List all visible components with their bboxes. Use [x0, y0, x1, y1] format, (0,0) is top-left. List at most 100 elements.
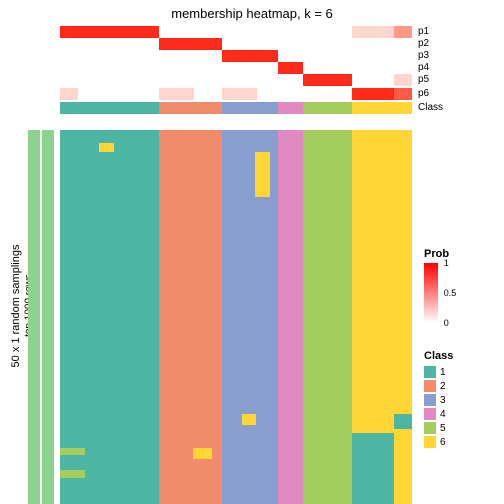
- heat-row: [60, 38, 412, 50]
- heat-cell: [159, 62, 222, 74]
- heat-cell: [60, 88, 78, 100]
- body-block: [60, 448, 85, 455]
- sampling-strip-2: [42, 130, 54, 504]
- row-label: p4: [418, 62, 443, 74]
- prob-legend: Prob 10.50: [424, 248, 494, 323]
- heat-cell: [352, 38, 412, 50]
- heat-cell: [222, 50, 278, 62]
- class-cell: [352, 102, 412, 114]
- heat-cell: [222, 26, 278, 38]
- heat-row: [60, 74, 412, 86]
- heat-cell: [159, 50, 222, 62]
- class-row: [60, 102, 412, 114]
- heat-cell: [352, 74, 394, 86]
- heat-cell: [159, 88, 194, 100]
- heat-cell: [60, 74, 159, 86]
- heat-row: [60, 26, 412, 38]
- class-legend-item: 1: [424, 365, 494, 379]
- class-swatch: [424, 422, 436, 434]
- class-legend-label: 2: [440, 381, 446, 392]
- heat-cell: [222, 74, 278, 86]
- heat-cell: [303, 50, 352, 62]
- heat-row: [60, 88, 412, 100]
- prob-ticks: 10.50: [444, 263, 474, 323]
- row-label: p6: [418, 88, 443, 100]
- heat-cell: [303, 62, 352, 74]
- y-axis-label-outer: 50 x 1 random samplings: [10, 236, 22, 376]
- class-swatch: [424, 366, 436, 378]
- sampling-strip-1: [28, 130, 40, 504]
- row-label: p1: [418, 26, 443, 38]
- probability-heatmap: [60, 26, 412, 114]
- class-legend-item: 2: [424, 379, 494, 393]
- heat-cell: [303, 88, 352, 100]
- heat-cell: [222, 88, 257, 100]
- heat-cell: [278, 26, 303, 38]
- heat-cell: [159, 74, 222, 86]
- heat-cell: [352, 26, 394, 38]
- row-labels: p1p2p3p4p5 p6 Class: [418, 26, 443, 114]
- heat-row: [60, 62, 412, 74]
- body-column: [303, 130, 352, 504]
- class-legend-item: 6: [424, 435, 494, 449]
- prob-colorbar: [424, 263, 438, 323]
- heat-cell: [78, 88, 159, 100]
- row-label: p5: [418, 74, 443, 86]
- body-block: [193, 448, 212, 459]
- heat-cell: [60, 26, 159, 38]
- body-column: [159, 130, 222, 504]
- heat-cell: [352, 50, 412, 62]
- membership-body: [60, 130, 412, 504]
- body-column: [60, 130, 159, 504]
- heat-cell: [222, 62, 278, 74]
- heat-cell: [278, 50, 303, 62]
- class-swatch: [424, 408, 436, 420]
- heat-cell: [394, 26, 412, 38]
- body-column: [352, 130, 394, 504]
- class-cell: [303, 102, 352, 114]
- class-legend-label: 4: [440, 409, 446, 420]
- body-column: [278, 130, 303, 504]
- class-cell: [222, 102, 278, 114]
- class-legend: Class 1 2 3 4 5 6: [424, 350, 494, 449]
- heat-row: [60, 50, 412, 62]
- heat-cell: [60, 62, 159, 74]
- class-legend-item: 4: [424, 407, 494, 421]
- class-legend-label: 3: [440, 395, 446, 406]
- body-block: [394, 414, 412, 429]
- body-block: [60, 470, 85, 477]
- class-cell: [60, 102, 159, 114]
- class-legend-item: 5: [424, 421, 494, 435]
- class-cell: [278, 102, 303, 114]
- class-cell: [159, 102, 222, 114]
- prob-legend-title: Prob: [424, 248, 494, 260]
- row-label: p2: [418, 38, 443, 50]
- heat-cell: [278, 62, 303, 74]
- heat-cell: [159, 38, 222, 50]
- body-column: [222, 130, 278, 504]
- heat-cell: [303, 26, 352, 38]
- row-label: p3: [418, 50, 443, 62]
- heat-cell: [303, 74, 352, 86]
- class-legend-label: 6: [440, 437, 446, 448]
- body-block: [99, 143, 114, 152]
- heat-cell: [394, 74, 412, 86]
- heat-cell: [278, 88, 303, 100]
- heat-cell: [303, 38, 352, 50]
- body-block: [352, 433, 394, 504]
- body-block: [255, 152, 270, 197]
- row-label: Class: [418, 102, 443, 114]
- heat-cell: [352, 62, 412, 74]
- class-legend-label: 1: [440, 367, 446, 378]
- heat-cell: [159, 26, 222, 38]
- heat-cell: [394, 88, 412, 100]
- class-legend-item: 3: [424, 393, 494, 407]
- heat-cell: [257, 88, 278, 100]
- prob-tick: 0: [444, 318, 449, 328]
- class-legend-label: 5: [440, 423, 446, 434]
- class-swatch: [424, 380, 436, 392]
- heat-cell: [278, 74, 303, 86]
- chart-title: membership heatmap, k = 6: [0, 6, 504, 21]
- class-legend-title: Class: [424, 350, 494, 362]
- prob-tick: 1: [444, 258, 449, 268]
